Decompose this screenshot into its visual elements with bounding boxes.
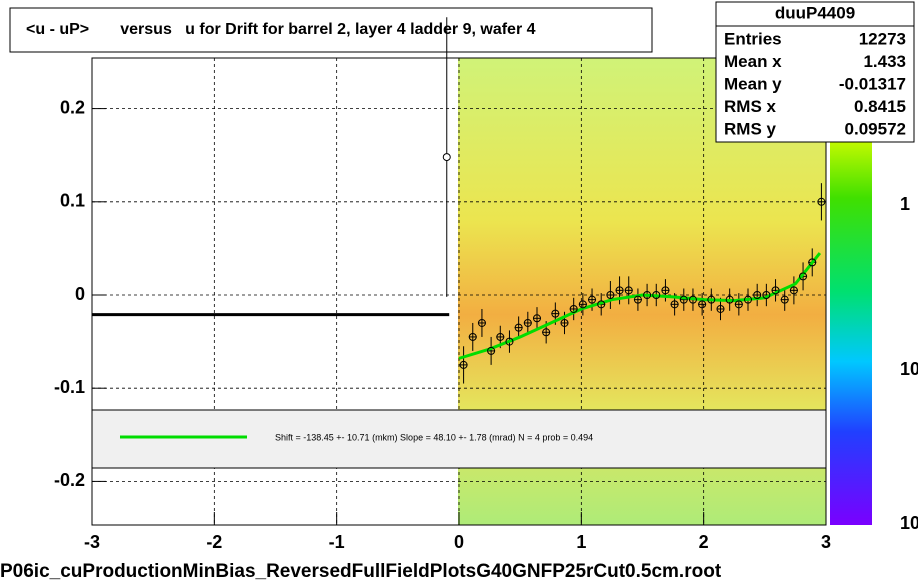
profile-point [762,291,771,299]
profile-point [487,346,496,355]
profile-point [477,318,486,327]
profile-point [652,291,661,299]
x-tick-label: 2 [699,532,709,552]
stats-title: duuP4409 [775,3,855,22]
profile-point [643,291,652,299]
stats-key: Mean x [724,52,782,71]
profile-point [496,332,505,341]
colorbar-label: 1 [900,194,910,214]
profile-point [707,295,716,304]
chart-title: <u - uP> versus u for Drift for barrel 2… [26,21,536,38]
profile-point [542,328,551,337]
stats-key: RMS x [724,97,777,116]
profile-point [615,286,624,295]
profile-point [468,332,477,341]
stats-value: 1.433 [863,52,906,71]
stats-key: RMS y [724,119,777,138]
stats-key: Mean y [724,74,782,93]
stats-box [715,1,915,143]
x-tick-label: -3 [84,532,100,552]
profile-point [698,300,707,309]
profile-point [780,295,789,304]
y-tick-label: -0.2 [54,470,85,490]
colorbar-label: 10 [900,359,918,379]
y-tick-label: 0 [75,284,85,304]
profile-point [459,360,468,369]
profile-point [633,295,642,304]
profile-point [688,295,697,304]
stats-value: 0.09572 [845,119,906,138]
y-tick-label: 0.1 [60,191,85,211]
x-tick-label: -1 [329,532,345,552]
stats-key: Entries [724,29,782,48]
profile-point [744,295,753,304]
stats-value: 12273 [859,29,906,48]
profile-point [588,295,597,304]
title-box [9,7,653,53]
stats-value: -0.01317 [839,74,906,93]
profile-point [753,291,762,299]
colorbar-label: 10 [900,513,918,533]
profile-point [624,286,633,295]
profile-point [560,318,569,327]
profile-point [569,304,578,313]
stats-value: 0.8415 [854,97,906,116]
profile-point [679,295,688,304]
profile-point [725,295,734,304]
profile-point [817,197,826,206]
profile-point [606,291,615,299]
y-tick-label: 0.2 [60,97,85,117]
profile-point [808,258,817,267]
profile-point [578,300,587,309]
profile-point [597,300,606,309]
x-tick-label: 0 [454,532,464,552]
x-axis-label: P06ic_cuProductionMinBias_ReversedFullFi… [0,561,722,582]
x-tick-label: -2 [206,532,222,552]
profile-point [789,286,798,295]
profile-point [551,309,560,318]
profile-point [523,318,532,327]
profile-point [734,300,743,309]
x-tick-label: 3 [821,532,831,552]
profile-point [771,286,780,295]
x-tick-label: 1 [576,532,586,552]
profile-point [532,314,541,323]
profile-point [670,300,679,309]
profile-point [505,337,514,346]
y-tick-label: -0.1 [54,377,85,397]
outlier-point [442,153,451,162]
profile-point [514,323,523,332]
profile-point [799,272,808,281]
fit-legend [91,409,827,469]
fit-text: Shift = -138.45 +- 10.71 (mkm) Slope = 4… [275,432,593,442]
profile-point [716,304,725,313]
profile-point [661,286,670,295]
